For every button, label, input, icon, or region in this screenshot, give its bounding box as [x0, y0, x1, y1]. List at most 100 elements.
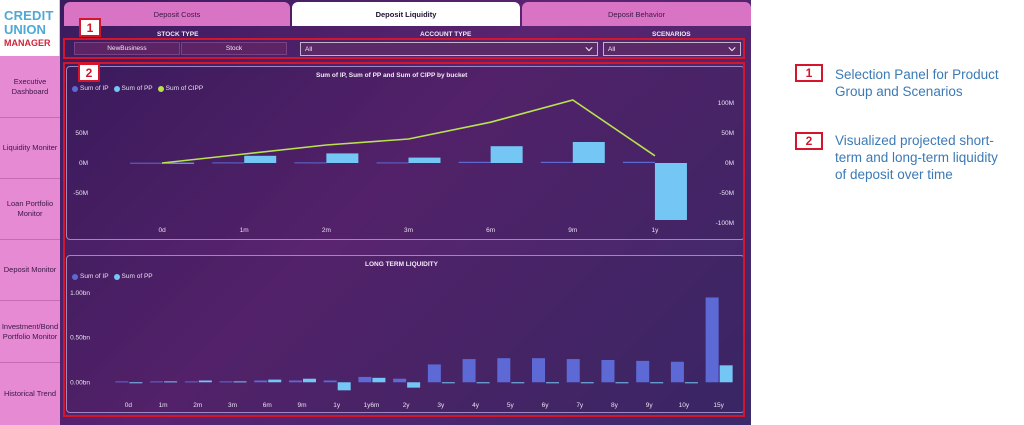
x-axis-tick-label: 1y [333, 402, 341, 409]
x-axis-tick-label: 15y [713, 402, 724, 409]
x-axis-tick-label: 1y [651, 227, 659, 234]
x-axis-tick-label: 1m [240, 227, 249, 234]
option-label: NewBusiness [107, 45, 147, 52]
x-axis-tick-label: 5y [507, 402, 515, 409]
sidebar-item-historical-trend[interactable]: Historical Trend [0, 363, 60, 425]
ip-bar [150, 381, 164, 383]
sidebar-item-deposit-monitor[interactable]: Deposit Monitor [0, 240, 60, 301]
x-axis-tick-label: 9y [646, 402, 654, 409]
pp-bar [511, 382, 525, 384]
logo-line-1: CREDIT [4, 8, 54, 23]
right-axis-tick-label: 50M [721, 130, 734, 137]
right-axis-tick-label: -50M [719, 190, 734, 197]
pp-bar [684, 382, 698, 384]
pp-bar [719, 365, 733, 383]
ip-bar [115, 381, 129, 383]
ip-bar [497, 358, 511, 383]
sidebar-item-executive-dashboard[interactable]: Executive Dashboard [0, 56, 60, 118]
sidebar-item-label: Historical Trend [3, 389, 57, 398]
sidebar-item-loan-portfolio-monitor[interactable]: Loan Portfolio Monitor [0, 179, 60, 240]
pp-bar [476, 382, 490, 384]
legend-swatch-pp [113, 85, 120, 92]
x-axis-tick-label: 6y [542, 402, 550, 409]
chevron-down-icon [728, 47, 736, 52]
short-term-chart-panel [66, 66, 745, 240]
ip-bar [705, 297, 719, 383]
pp-bar [337, 382, 351, 391]
tab-deposit-liquidity[interactable]: Deposit Liquidity [292, 2, 520, 26]
right-axis-tick-label: -100M [716, 220, 734, 227]
short-term-liquidity-chart: 50M 0M -50M 100M 50M 0M -50M -100M 0d 1m 2m 3m 6m 9m 1… [73, 99, 734, 234]
account-type-dropdown[interactable]: All [300, 42, 598, 56]
scenarios-header: SCENARIOS [652, 31, 691, 38]
tab-label: Deposit Liquidity [375, 9, 437, 19]
logo-line-2: UNION [4, 22, 46, 37]
pp-bar [162, 162, 195, 164]
legend-swatch-cipp [157, 85, 164, 92]
scenarios-dropdown[interactable]: All [603, 42, 741, 56]
pp-bar [268, 379, 282, 383]
cipp-line [161, 99, 656, 164]
app-logo: CREDIT UNION MANAGER [0, 0, 60, 56]
ip-bar [323, 380, 337, 383]
pp-bar [198, 380, 212, 383]
pp-bar [546, 382, 560, 384]
pp-bar [572, 142, 605, 163]
tab-deposit-costs[interactable]: Deposit Costs [64, 2, 290, 26]
callout-marker-2: 2 [78, 63, 100, 82]
pp-bar [490, 146, 523, 163]
x-axis-tick-label: 2y [403, 402, 411, 409]
logo-line-3: MANAGER [4, 38, 51, 48]
ip-bar [358, 376, 372, 383]
pp-bar [580, 382, 594, 384]
stock-type-newbusiness-button[interactable]: NewBusiness [74, 42, 180, 55]
x-axis-tick-label: 1m [159, 402, 168, 409]
x-axis-tick-label: 8y [611, 402, 619, 409]
x-axis-tick-label: 0d [158, 227, 166, 234]
chevron-down-icon [585, 47, 593, 52]
x-axis-tick-label: 1y6m [363, 402, 379, 409]
sidebar-item-investment-bond-portfolio-monitor[interactable]: Investment/Bond Portfolio Monitor [0, 301, 60, 363]
right-axis-tick-label: 0M [725, 160, 734, 167]
x-axis-tick-label: 0d [125, 402, 133, 409]
pp-bar [302, 378, 316, 383]
left-axis-tick-label: 0M [79, 160, 88, 167]
legend-label-pp: Sum of PP [121, 85, 153, 92]
stock-type-stock-button[interactable]: Stock [181, 42, 287, 55]
left-axis-tick-label: -50M [73, 190, 88, 197]
pp-bar [615, 382, 629, 384]
x-axis-tick-label: 4y [472, 402, 480, 409]
x-axis-tick-label: 9m [568, 227, 577, 234]
legend-swatch-ip [72, 85, 78, 92]
ip-bar [601, 359, 615, 383]
ip-bar [393, 378, 407, 383]
dropdown-value: All [608, 45, 616, 53]
pp-bar [233, 381, 247, 383]
short-term-chart-legend: Sum of IP Sum of PP Sum of CIPP [72, 85, 203, 92]
ip-bar [427, 364, 441, 383]
x-axis-tick-label: 10y [679, 402, 690, 409]
ip-bar [254, 380, 268, 383]
legend-label-ip: Sum of IP [80, 85, 109, 92]
ip-bar [532, 358, 546, 383]
ip-bar [636, 360, 650, 383]
ip-bar [540, 161, 573, 163]
sidebar-item-label: Loan Portfolio Monitor [6, 199, 54, 218]
tab-deposit-behavior[interactable]: Deposit Behavior [522, 2, 751, 26]
sidebar-item-label: Executive Dashboard [11, 76, 49, 96]
callout-marker-1: 1 [79, 18, 101, 37]
x-axis-tick-label: 9m [297, 402, 306, 409]
left-axis-tick-label: 50M [75, 130, 88, 137]
legend-label-ip: Sum of IP [80, 273, 109, 280]
ip-bar [566, 359, 580, 383]
sidebar-item-liquidity-moniter[interactable]: Liquidity Moniter [0, 118, 60, 179]
x-axis-tick-label: 2m [193, 402, 202, 409]
legend-swatch-ip [72, 273, 78, 280]
annotation-number-1: 1 [795, 64, 823, 82]
pp-bar [654, 163, 687, 220]
x-axis-tick-label: 3m [404, 227, 413, 234]
ip-bar [219, 381, 233, 383]
legend-label-cipp: Sum of CIPP [165, 85, 204, 92]
pp-bar [164, 381, 178, 383]
ip-bar [458, 161, 491, 163]
